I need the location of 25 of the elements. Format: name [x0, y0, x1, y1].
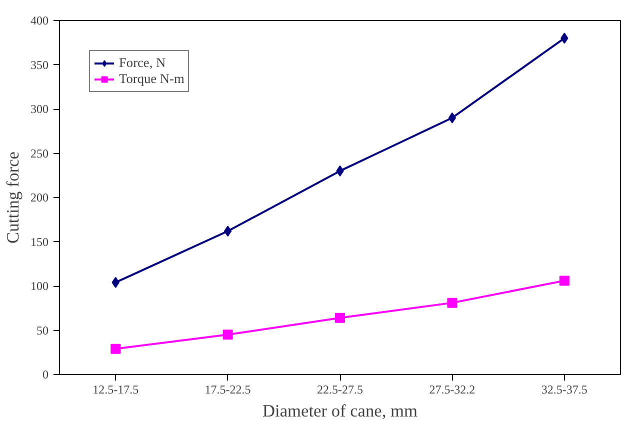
y-tick-label: 250	[30, 146, 48, 160]
legend-label: Torque N-m	[119, 71, 184, 87]
x-tick-label: 22.5-27.5	[317, 382, 363, 396]
y-tick-label: 0	[42, 368, 48, 382]
point	[335, 312, 345, 323]
legend-label: Force, N	[119, 55, 166, 71]
point	[447, 298, 458, 308]
x-tick-label: 32.5-37.5	[541, 382, 588, 396]
point	[224, 226, 232, 237]
point	[448, 112, 456, 124]
y-tick-label: 150	[30, 234, 48, 249]
x-tick-label: 17.5-22.5	[204, 382, 251, 396]
y-tick-label: 200	[30, 190, 48, 204]
x-axis-title: Diameter of cane, mm	[262, 402, 418, 420]
point	[110, 344, 121, 354]
y-tick-label: 300	[30, 102, 48, 116]
y-tick-label: 400	[30, 14, 48, 28]
x-tick-label: 27.5-32.2	[429, 382, 476, 396]
y-tick-label: 100	[30, 279, 48, 293]
point	[559, 276, 570, 286]
y-axis-title: Cutting force	[4, 151, 22, 244]
x-tick-label: 12.5-17.5	[92, 382, 139, 396]
point	[222, 330, 233, 340]
y-tick-label: 50	[36, 323, 48, 338]
y-tick-label: 350	[30, 58, 48, 72]
